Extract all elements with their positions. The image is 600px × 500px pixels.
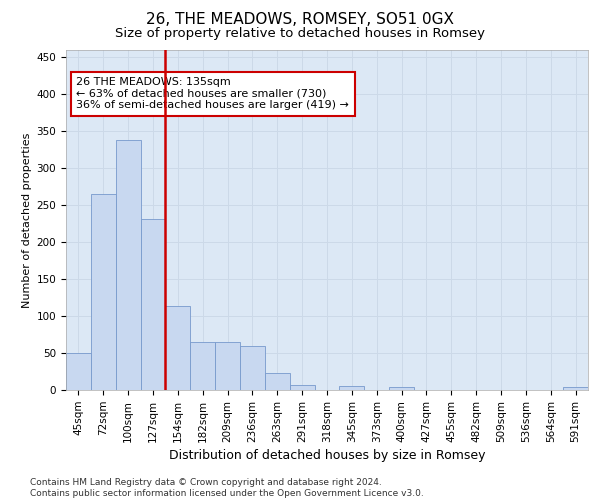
X-axis label: Distribution of detached houses by size in Romsey: Distribution of detached houses by size … <box>169 449 485 462</box>
Y-axis label: Number of detached properties: Number of detached properties <box>22 132 32 308</box>
Bar <box>290 385 314 390</box>
Bar <box>340 386 364 390</box>
Bar <box>91 194 116 390</box>
Text: 26 THE MEADOWS: 135sqm
← 63% of detached houses are smaller (730)
36% of semi-de: 26 THE MEADOWS: 135sqm ← 63% of detached… <box>76 77 349 110</box>
Bar <box>140 218 166 390</box>
Bar <box>265 373 290 390</box>
Bar <box>240 346 265 390</box>
Bar <box>116 140 140 390</box>
Bar <box>190 342 215 390</box>
Bar <box>389 387 414 390</box>
Text: 26, THE MEADOWS, ROMSEY, SO51 0GX: 26, THE MEADOWS, ROMSEY, SO51 0GX <box>146 12 454 28</box>
Bar <box>66 353 91 390</box>
Text: Size of property relative to detached houses in Romsey: Size of property relative to detached ho… <box>115 28 485 40</box>
Text: Contains HM Land Registry data © Crown copyright and database right 2024.
Contai: Contains HM Land Registry data © Crown c… <box>30 478 424 498</box>
Bar <box>166 306 190 390</box>
Bar <box>563 387 588 390</box>
Bar <box>215 342 240 390</box>
